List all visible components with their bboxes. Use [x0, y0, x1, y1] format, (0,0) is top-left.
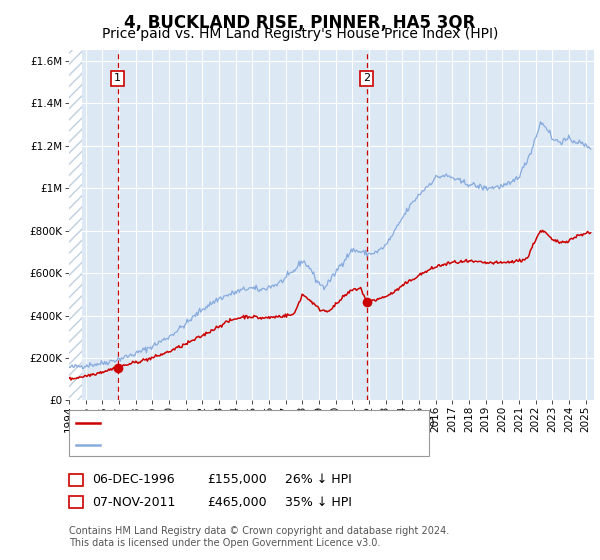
Text: 07-NOV-2011: 07-NOV-2011	[92, 496, 175, 509]
Text: 1: 1	[114, 73, 121, 83]
Text: 2: 2	[73, 496, 80, 509]
Text: 1: 1	[73, 473, 80, 487]
Text: 2: 2	[363, 73, 370, 83]
Text: 35% ↓ HPI: 35% ↓ HPI	[285, 496, 352, 509]
Text: 26% ↓ HPI: 26% ↓ HPI	[285, 473, 352, 487]
Text: 4, BUCKLAND RISE, PINNER, HA5 3QR (detached house): 4, BUCKLAND RISE, PINNER, HA5 3QR (detac…	[106, 417, 435, 430]
Text: Price paid vs. HM Land Registry's House Price Index (HPI): Price paid vs. HM Land Registry's House …	[102, 27, 498, 41]
Text: Contains HM Land Registry data © Crown copyright and database right 2024.
This d: Contains HM Land Registry data © Crown c…	[69, 526, 449, 548]
Text: £155,000: £155,000	[207, 473, 267, 487]
Text: HPI: Average price, detached house, Harrow: HPI: Average price, detached house, Harr…	[106, 438, 367, 451]
Text: £465,000: £465,000	[207, 496, 266, 509]
Text: 4, BUCKLAND RISE, PINNER, HA5 3QR: 4, BUCKLAND RISE, PINNER, HA5 3QR	[124, 14, 476, 32]
Text: 06-DEC-1996: 06-DEC-1996	[92, 473, 175, 487]
